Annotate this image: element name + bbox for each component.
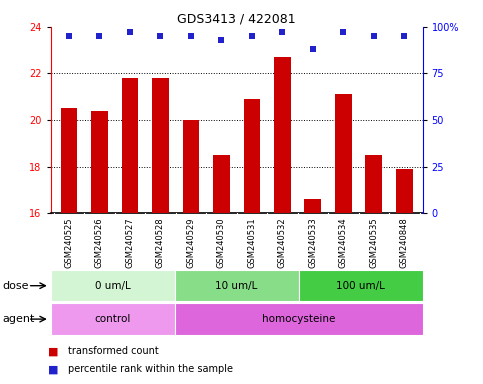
- Text: GSM240534: GSM240534: [339, 217, 348, 268]
- Text: GSM240529: GSM240529: [186, 217, 196, 268]
- Text: control: control: [95, 314, 131, 324]
- Bar: [366, 155, 382, 213]
- Point: [217, 37, 225, 43]
- Text: 100 um/L: 100 um/L: [336, 281, 385, 291]
- Text: GSM240533: GSM240533: [308, 217, 317, 268]
- Bar: [61, 108, 77, 213]
- Bar: [175, 270, 298, 301]
- Text: GSM240531: GSM240531: [247, 217, 256, 268]
- Bar: [51, 270, 175, 301]
- Text: GSM240530: GSM240530: [217, 217, 226, 268]
- Bar: [122, 78, 138, 213]
- Text: GSM240848: GSM240848: [400, 217, 409, 268]
- Text: homocysteine: homocysteine: [262, 314, 335, 324]
- Point: [340, 30, 347, 36]
- Text: ■: ■: [48, 346, 59, 356]
- Point: [65, 33, 73, 39]
- Point: [370, 33, 378, 39]
- Title: GDS3413 / 422081: GDS3413 / 422081: [177, 13, 296, 26]
- Point: [187, 33, 195, 39]
- Point: [156, 33, 164, 39]
- Point: [96, 33, 103, 39]
- Text: GSM240525: GSM240525: [65, 217, 73, 268]
- Text: 0 um/L: 0 um/L: [95, 281, 130, 291]
- Text: transformed count: transformed count: [68, 346, 158, 356]
- Text: 10 um/L: 10 um/L: [215, 281, 258, 291]
- Point: [248, 33, 256, 39]
- Text: ■: ■: [48, 364, 59, 374]
- Text: dose: dose: [2, 281, 29, 291]
- Text: GSM240535: GSM240535: [369, 217, 378, 268]
- Bar: [213, 155, 230, 213]
- Text: GSM240532: GSM240532: [278, 217, 287, 268]
- Bar: [243, 99, 260, 213]
- Bar: [274, 57, 291, 213]
- Bar: [304, 199, 321, 213]
- Point: [126, 30, 134, 36]
- Point: [309, 46, 317, 52]
- Bar: [183, 120, 199, 213]
- Text: agent: agent: [2, 314, 35, 324]
- Bar: [175, 303, 423, 335]
- Text: percentile rank within the sample: percentile rank within the sample: [68, 364, 233, 374]
- Bar: [335, 94, 352, 213]
- Point: [400, 33, 408, 39]
- Text: GSM240527: GSM240527: [126, 217, 134, 268]
- Bar: [152, 78, 169, 213]
- Text: GSM240526: GSM240526: [95, 217, 104, 268]
- Bar: [396, 169, 412, 213]
- Bar: [91, 111, 108, 213]
- Point: [279, 30, 286, 36]
- Bar: [51, 303, 175, 335]
- Bar: [298, 270, 423, 301]
- Text: GSM240528: GSM240528: [156, 217, 165, 268]
